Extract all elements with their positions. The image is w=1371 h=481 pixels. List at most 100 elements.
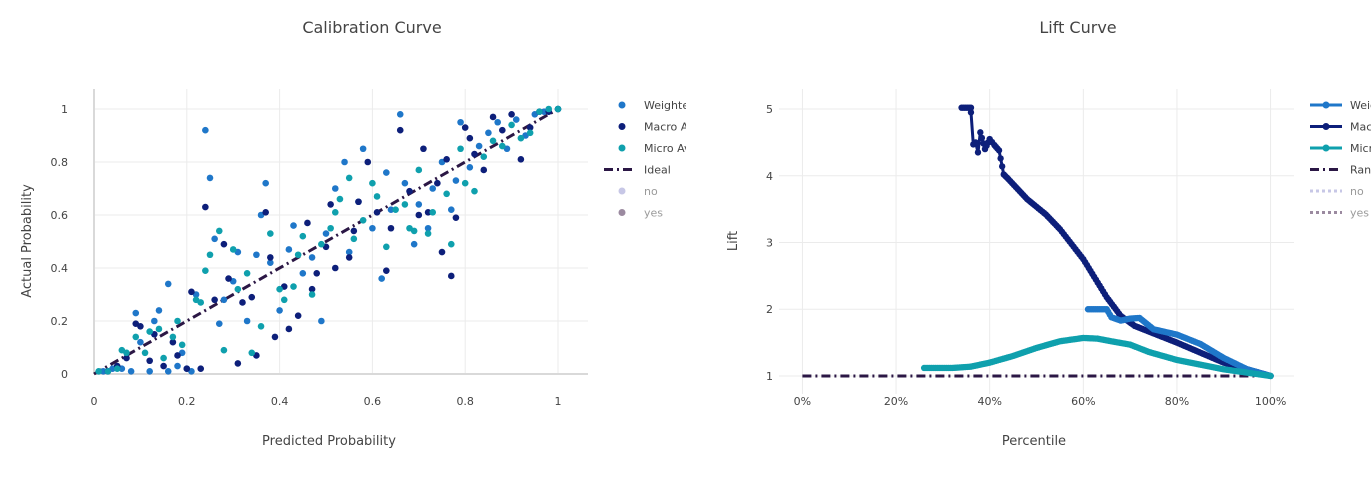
weighted-average-point[interactable] xyxy=(206,174,214,182)
macro-average-point[interactable] xyxy=(499,126,506,134)
micro-average-point[interactable] xyxy=(206,251,214,259)
weighted-average-point[interactable] xyxy=(369,224,376,232)
macro-average-point[interactable] xyxy=(169,338,177,346)
weighted-average-point[interactable] xyxy=(318,317,325,325)
weighted-average-point[interactable] xyxy=(262,179,269,187)
macro-average-point[interactable] xyxy=(350,227,358,235)
micro-average-point[interactable] xyxy=(373,193,381,200)
macro-average-point[interactable] xyxy=(345,254,353,261)
weighted-average-point[interactable] xyxy=(215,320,223,327)
macro-average-point[interactable] xyxy=(183,365,191,373)
weighted-average-point[interactable] xyxy=(424,224,432,232)
micro-average-point[interactable] xyxy=(141,349,149,357)
weighted-average-point[interactable] xyxy=(137,338,144,346)
macro-average-point[interactable] xyxy=(387,224,395,232)
weighted-average-point[interactable] xyxy=(383,169,390,176)
macro-average-point[interactable] xyxy=(294,312,302,320)
weighted-average-point[interactable] xyxy=(475,142,483,150)
macro-average-point[interactable] xyxy=(508,111,515,118)
weighted-average-point[interactable] xyxy=(429,185,437,192)
macro-average-point[interactable] xyxy=(313,270,321,277)
lift-legend-item-yes[interactable]: yes xyxy=(1310,207,1369,220)
calibration-legend-item-ideal[interactable]: Ideal xyxy=(604,164,671,177)
weighted-average-point[interactable] xyxy=(378,275,385,282)
micro-average-point[interactable] xyxy=(369,179,376,187)
micro-average-point[interactable] xyxy=(350,235,358,243)
micro-average-point[interactable] xyxy=(480,153,488,160)
macro-average-point[interactable] xyxy=(383,267,390,274)
lift-legend-item-macro[interactable]: Macro Average xyxy=(1310,121,1371,134)
micro-average-point[interactable] xyxy=(202,267,209,274)
micro-average-point[interactable] xyxy=(471,187,478,195)
macro-average-point[interactable] xyxy=(248,293,256,301)
micro-average-point[interactable] xyxy=(526,129,534,137)
macro-average-point[interactable] xyxy=(197,365,205,373)
micro-average-point[interactable] xyxy=(123,349,130,357)
weighted-average-point[interactable] xyxy=(415,201,423,208)
micro-average-point[interactable] xyxy=(243,270,251,277)
weighted-average-point[interactable] xyxy=(396,111,404,118)
micro-average-point[interactable] xyxy=(461,179,469,187)
macro-average-point[interactable] xyxy=(420,145,427,153)
micro-average-point[interactable] xyxy=(424,230,432,237)
weighted-average-point[interactable] xyxy=(410,240,418,248)
weighted-average-point[interactable] xyxy=(466,164,474,171)
micro-average-point[interactable] xyxy=(392,206,399,213)
macro-average-point[interactable] xyxy=(452,214,460,221)
weighted-average-point[interactable] xyxy=(322,230,330,237)
macro-average-point[interactable] xyxy=(225,275,232,282)
macro-average-point[interactable] xyxy=(211,296,218,304)
micro-average-point[interactable] xyxy=(308,291,316,298)
micro-average-point[interactable] xyxy=(517,134,525,142)
macro-average-point[interactable] xyxy=(262,209,269,216)
macro-average-point[interactable] xyxy=(526,124,534,131)
weighted-average-point[interactable] xyxy=(512,116,520,123)
macro-average-point[interactable] xyxy=(461,124,469,131)
micro-average-point[interactable] xyxy=(215,227,223,235)
macro-average-point[interactable] xyxy=(234,360,242,367)
micro-average-point[interactable] xyxy=(220,346,228,354)
micro-average-point[interactable] xyxy=(299,232,307,240)
micro-average-point[interactable] xyxy=(276,285,283,293)
lift-legend-item-micro[interactable]: Micro Average xyxy=(1310,142,1371,155)
weighted-average-point[interactable] xyxy=(267,259,274,267)
macro-average-point[interactable] xyxy=(489,113,497,121)
weighted-average-point[interactable] xyxy=(164,368,172,375)
macro-average-point[interactable] xyxy=(202,203,209,211)
macro-average-point[interactable] xyxy=(285,325,293,333)
micro-average-point[interactable] xyxy=(318,240,325,248)
calibration-plot-area[interactable] xyxy=(93,105,562,376)
macro-average-point[interactable] xyxy=(438,248,446,256)
micro-average-point[interactable] xyxy=(489,137,497,145)
macro-average-point[interactable] xyxy=(396,126,404,134)
micro-average-point[interactable] xyxy=(345,174,353,182)
weighted-average-point[interactable] xyxy=(345,248,353,256)
calibration-legend-item-macro[interactable]: Macro Average xyxy=(618,121,727,134)
macro-average-point[interactable] xyxy=(220,240,228,248)
micro-average-point[interactable] xyxy=(229,246,237,253)
micro-average-point[interactable] xyxy=(508,121,515,129)
micro-average-point[interactable] xyxy=(499,142,506,150)
macro-average-point[interactable] xyxy=(406,187,413,195)
macro-average-point[interactable] xyxy=(304,219,311,227)
macro-average-point[interactable] xyxy=(271,333,279,341)
micro-average-point[interactable] xyxy=(383,243,390,251)
micro-average-point[interactable] xyxy=(290,283,297,290)
weighted-average-point[interactable] xyxy=(452,177,460,184)
micro-average-point[interactable] xyxy=(104,368,112,375)
macro-average-point[interactable] xyxy=(466,134,474,142)
weighted-average-point[interactable] xyxy=(202,126,209,134)
micro-average-point[interactable] xyxy=(169,333,177,341)
weighted-average-point[interactable] xyxy=(253,251,260,259)
weighted-average-point[interactable] xyxy=(299,270,307,277)
micro-average-point[interactable] xyxy=(294,251,302,259)
weighted-average-point[interactable] xyxy=(99,368,107,375)
macro-average-point[interactable] xyxy=(355,198,362,206)
weighted-average-point[interactable] xyxy=(174,362,181,370)
weighted-average-point[interactable] xyxy=(341,158,348,166)
micro-average-point[interactable] xyxy=(146,328,153,335)
micro-average-point[interactable] xyxy=(248,349,256,357)
macro-average-point[interactable] xyxy=(146,357,153,365)
weighted-average-point[interactable] xyxy=(447,206,455,213)
macro-average-point[interactable] xyxy=(373,209,381,216)
